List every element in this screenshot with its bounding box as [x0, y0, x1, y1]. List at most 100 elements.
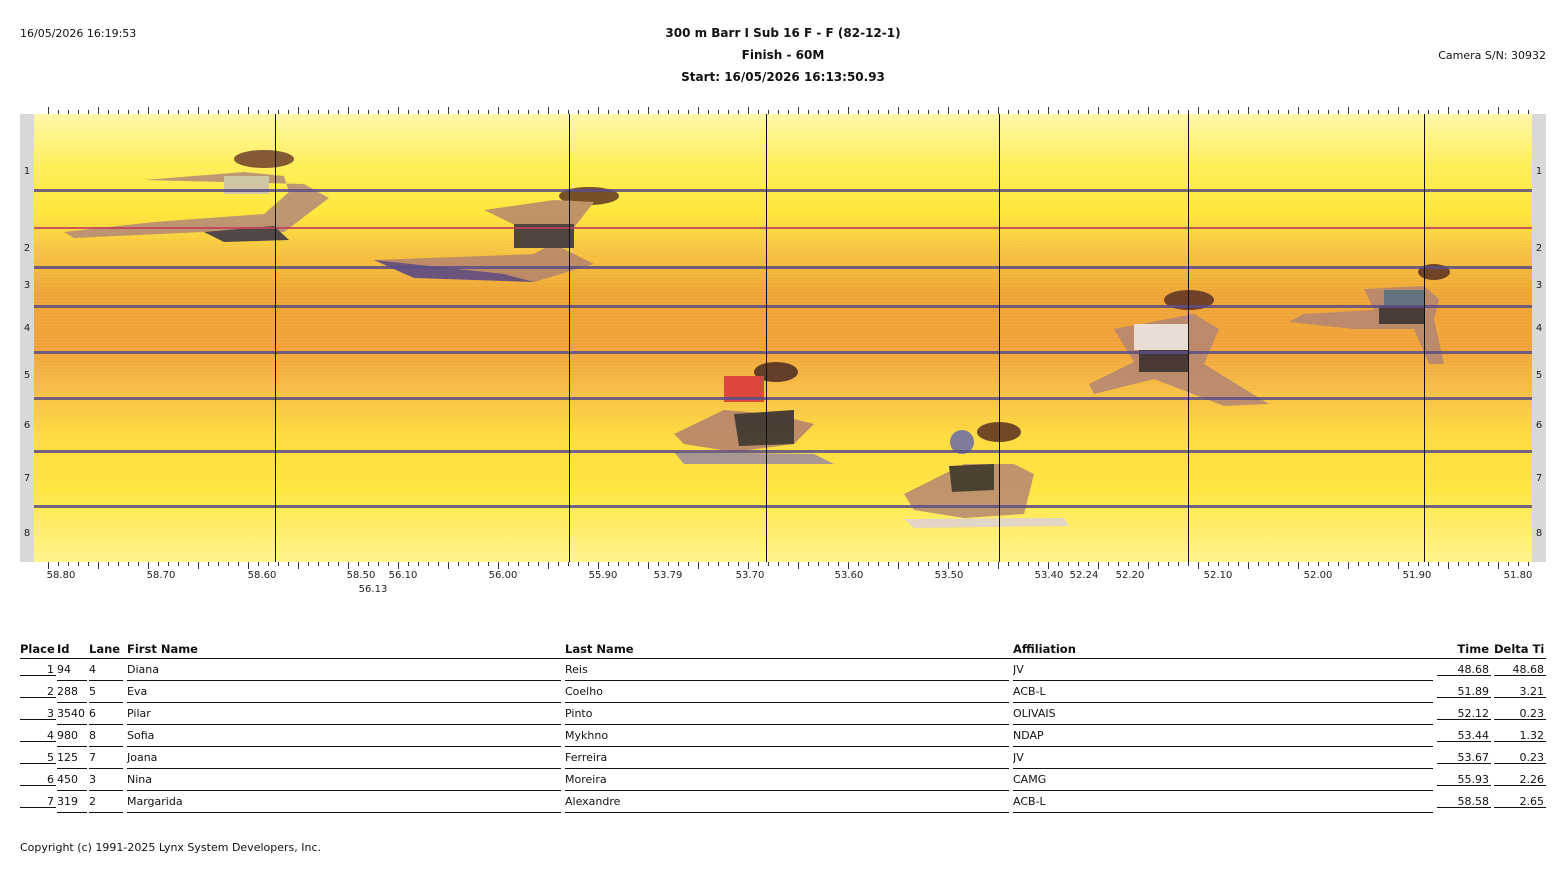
axis-tick [898, 562, 899, 569]
axis-tick [98, 107, 99, 114]
axis-tick [658, 110, 659, 114]
axis-tick [688, 562, 689, 566]
cell-lane: 4 [89, 658, 123, 681]
axis-tick [1418, 562, 1419, 566]
time-label: 56.00 [488, 570, 518, 581]
axis-tick [778, 110, 779, 114]
cell-delta: 0.23 [1494, 702, 1546, 720]
lane-number: 7 [1535, 473, 1543, 484]
axis-tick [768, 110, 769, 114]
axis-tick [998, 562, 999, 569]
cell-first: Eva [127, 680, 561, 703]
axis-tick [1228, 110, 1229, 114]
axis-tick [488, 110, 489, 114]
axis-tick [828, 110, 829, 114]
axis-tick [248, 107, 249, 114]
axis-tick [1098, 562, 1099, 569]
lane-divider [34, 397, 1532, 400]
axis-tick [1518, 110, 1519, 114]
finish-time-marker[interactable] [275, 114, 276, 562]
axis-tick [568, 110, 569, 114]
finish-time-marker[interactable] [999, 114, 1000, 562]
lane-divider [34, 351, 1532, 354]
axis-tick [1458, 110, 1459, 114]
axis-tick [1058, 110, 1059, 114]
axis-tick [1008, 110, 1009, 114]
finish-time-marker[interactable] [1424, 114, 1425, 562]
axis-tick [1498, 107, 1499, 114]
axis-tick [388, 110, 389, 114]
axis-tick [288, 110, 289, 114]
axis-tick [348, 107, 349, 114]
lane-number: 1 [23, 166, 31, 177]
finish-time-marker[interactable] [766, 114, 767, 562]
lane-number: 4 [1535, 323, 1543, 334]
finish-time-marker[interactable] [569, 114, 570, 562]
axis-tick [1378, 110, 1379, 114]
axis-tick [678, 110, 679, 114]
axis-tick [1058, 562, 1059, 566]
cell-first: Margarida [127, 790, 561, 813]
lane-number: 5 [23, 370, 31, 381]
finish-time-marker[interactable] [1188, 114, 1189, 562]
axis-tick [1318, 110, 1319, 114]
axis-tick [308, 110, 309, 114]
axis-tick [728, 110, 729, 114]
axis-tick [58, 562, 59, 566]
axis-tick [278, 110, 279, 114]
cell-place: 6 [20, 768, 56, 786]
cell-affil: ACB-L [1013, 790, 1433, 813]
axis-tick [658, 562, 659, 566]
axis-tick [138, 110, 139, 114]
axis-tick [808, 110, 809, 114]
axis-tick [1328, 562, 1329, 566]
athlete-silhouette-lane-4-5 [1089, 290, 1269, 406]
axis-tick [828, 562, 829, 566]
cell-delta: 2.65 [1494, 790, 1546, 808]
athlete-silhouette-lane-6 [674, 362, 834, 464]
axis-tick [568, 562, 569, 566]
axis-tick [88, 110, 89, 114]
axis-tick [668, 110, 669, 114]
axis-tick [1378, 562, 1379, 566]
axis-tick [58, 110, 59, 114]
time-label: 53.70 [735, 570, 765, 581]
axis-tick [1118, 562, 1119, 566]
axis-tick [178, 110, 179, 114]
axis-tick [1128, 562, 1129, 566]
axis-tick [398, 107, 399, 114]
cell-last: Ferreira [565, 746, 1009, 769]
cell-lane: 7 [89, 746, 123, 769]
axis-tick [1138, 562, 1139, 566]
axis-tick [698, 107, 699, 114]
cell-delta: 3.21 [1494, 680, 1546, 698]
axis-tick [528, 562, 529, 566]
axis-tick [1298, 107, 1299, 114]
cell-id: 980 [57, 724, 87, 747]
table-row: 3 3540 6 Pilar Pinto OLIVAIS 52.12 0.23 [20, 702, 1546, 725]
axis-tick [368, 562, 369, 566]
axis-tick [1098, 107, 1099, 114]
axis-tick [1358, 562, 1359, 566]
cell-affil: JV [1013, 746, 1433, 769]
cell-first: Diana [127, 658, 561, 681]
axis-tick [968, 110, 969, 114]
axis-tick [1308, 110, 1309, 114]
time-label: 53.40 [1034, 570, 1064, 581]
axis-tick [1218, 562, 1219, 566]
time-label: 52.10 [1203, 570, 1233, 581]
axis-tick [308, 562, 309, 566]
cell-lane: 6 [89, 702, 123, 725]
axis-tick [868, 562, 869, 566]
axis-tick [1028, 562, 1029, 566]
axis-tick [718, 110, 719, 114]
lane-number: 1 [1535, 166, 1543, 177]
axis-tick [418, 110, 419, 114]
axis-tick [48, 107, 49, 114]
axis-tick [548, 107, 549, 114]
cell-first: Sofia [127, 724, 561, 747]
axis-tick [1048, 107, 1049, 114]
axis-tick [768, 562, 769, 566]
finish-photo[interactable] [34, 114, 1532, 562]
axis-tick [1498, 562, 1499, 569]
